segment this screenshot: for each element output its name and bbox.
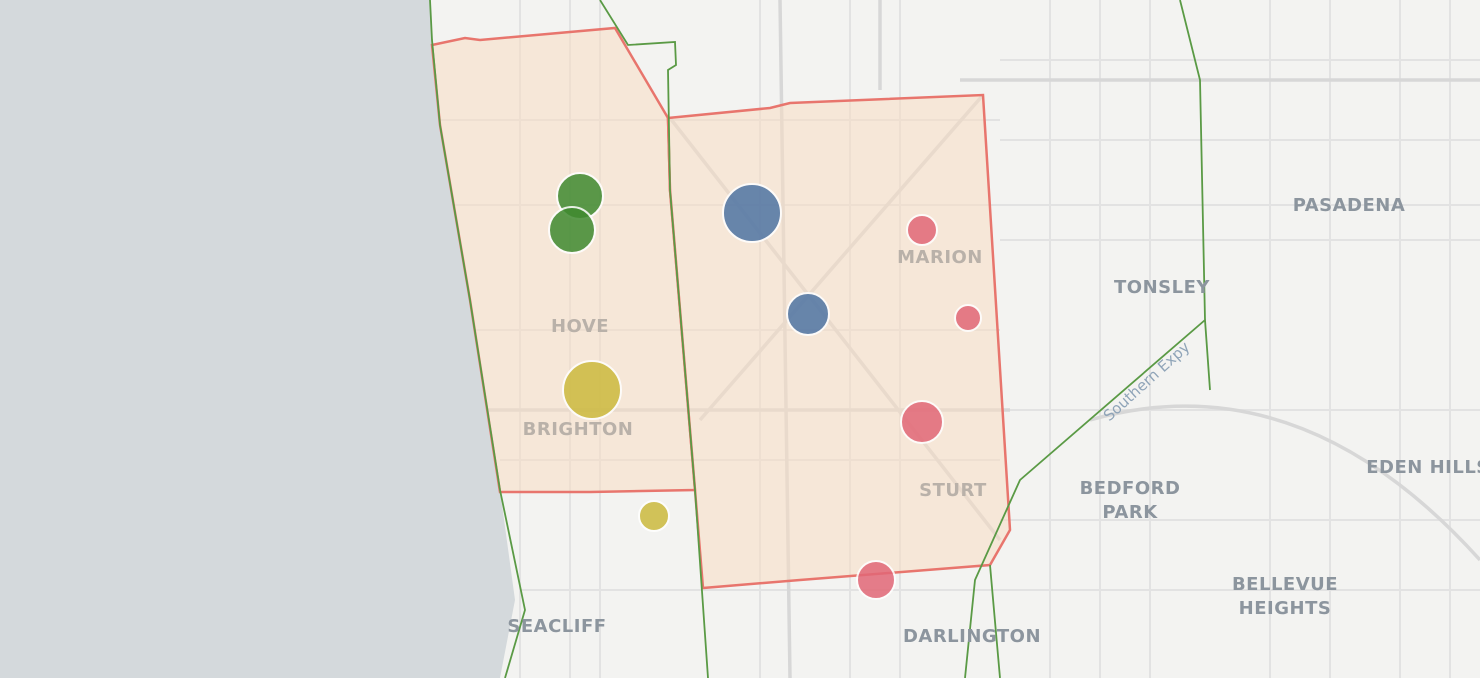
place-label: EDEN HILLS xyxy=(1366,457,1480,478)
marker xyxy=(906,214,938,246)
boundaries xyxy=(429,0,1211,678)
place-label: PASADENA xyxy=(1293,195,1406,216)
marker xyxy=(722,183,782,243)
district-east xyxy=(666,93,1012,590)
marker xyxy=(638,500,670,532)
place-label: HOVE xyxy=(551,316,609,337)
marker xyxy=(954,304,982,332)
marker xyxy=(900,400,944,444)
markers xyxy=(548,172,982,600)
marker xyxy=(856,560,896,600)
place-label: DARLINGTON xyxy=(903,626,1041,647)
place-label: BEDFORD xyxy=(1080,478,1181,499)
place-label: BRIGHTON xyxy=(523,419,634,440)
marker xyxy=(562,360,622,420)
place-label: SEACLIFF xyxy=(507,616,606,637)
sea xyxy=(0,0,515,678)
place-label: TONSLEY xyxy=(1114,277,1210,298)
place-label: STURT xyxy=(919,480,987,501)
place-label: PARK xyxy=(1102,502,1158,523)
marker xyxy=(786,292,830,336)
place-label: HEIGHTS xyxy=(1239,598,1332,619)
place-label: BELLEVUE xyxy=(1232,574,1338,595)
marker xyxy=(548,206,596,254)
place-label: MARION xyxy=(897,247,983,268)
